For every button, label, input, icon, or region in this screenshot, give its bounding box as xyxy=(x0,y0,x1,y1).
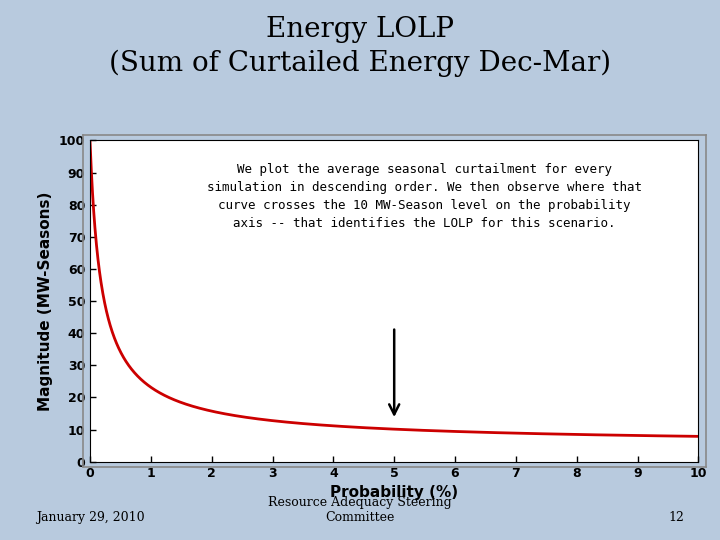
X-axis label: Probability (%): Probability (%) xyxy=(330,485,458,500)
Text: 12: 12 xyxy=(668,511,684,524)
Text: January 29, 2010: January 29, 2010 xyxy=(36,511,145,524)
Text: Resource Adequacy Steering
Committee: Resource Adequacy Steering Committee xyxy=(268,496,452,524)
Text: We plot the average seasonal curtailment for every
simulation in descending orde: We plot the average seasonal curtailment… xyxy=(207,163,642,230)
Y-axis label: Magnitude (MW-Seasons): Magnitude (MW-Seasons) xyxy=(38,191,53,411)
Text: Energy LOLP
(Sum of Curtailed Energy Dec-Mar): Energy LOLP (Sum of Curtailed Energy Dec… xyxy=(109,16,611,77)
